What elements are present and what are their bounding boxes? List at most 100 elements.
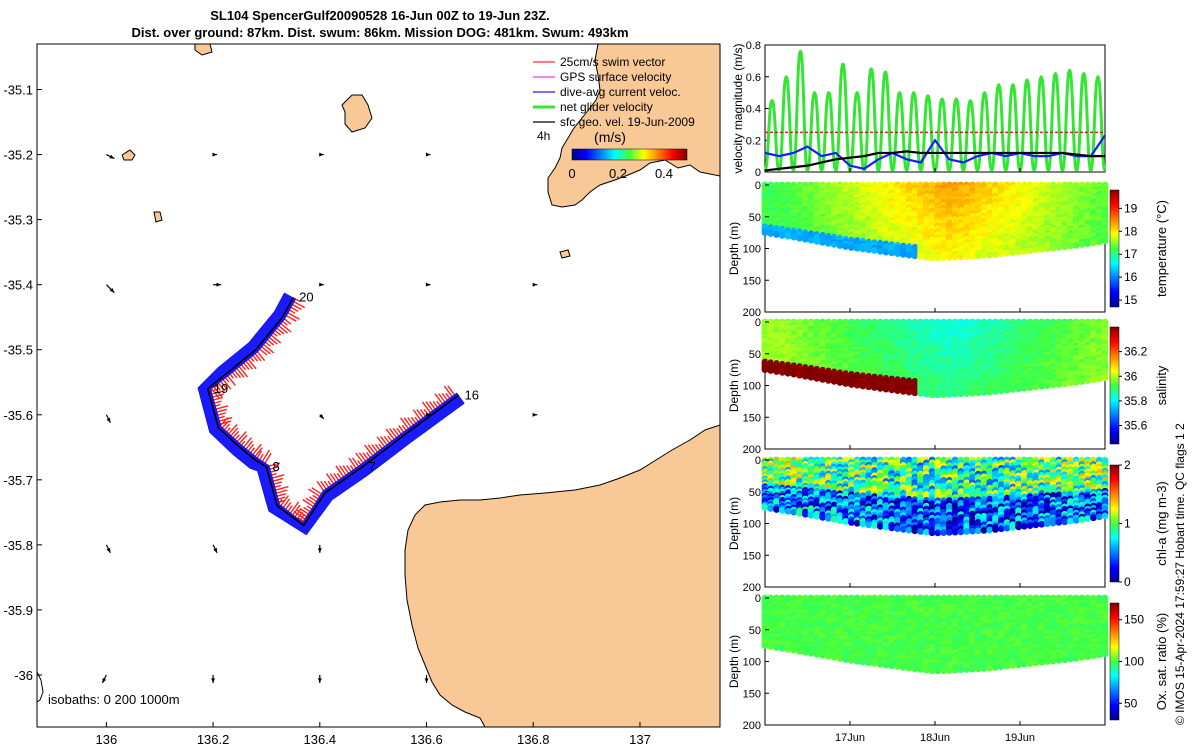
section-data-point	[1049, 244, 1057, 252]
geo-velocity-arrowhead	[106, 417, 111, 423]
section-data-point	[824, 514, 832, 522]
section-data-point	[1090, 376, 1097, 384]
section-data-point	[1072, 516, 1080, 524]
section-data-point	[1061, 518, 1069, 526]
geo-velocity-arrowhead	[317, 548, 322, 553]
section-data-point	[761, 366, 769, 374]
geo-velocity-arrowhead	[213, 547, 218, 553]
section-data-point	[997, 387, 1005, 395]
colorbar-tick-label: 17	[1124, 247, 1138, 261]
section-data-point	[969, 252, 976, 260]
geo-velocity-arrowhead	[319, 152, 324, 157]
map-y-ticks: -35.1-35.2-35.3-35.4-35.5-35.6-35.7-35.8…	[3, 83, 42, 683]
section-data-point	[882, 523, 890, 531]
section-data-point	[836, 242, 844, 249]
section-data-point	[1067, 379, 1074, 387]
section-data-point	[848, 244, 855, 251]
map-y-tick-label: -36	[14, 668, 33, 683]
chart-title-line1: SL104 SpencerGulf20090528 16-Jun 00Z to …	[210, 8, 550, 23]
section-data-point	[796, 371, 803, 379]
section-data-point	[899, 250, 907, 258]
section-data-point	[813, 512, 821, 520]
swim-vector	[293, 510, 308, 521]
legend-label: 25cm/s swim vector	[560, 55, 665, 69]
section-data-point	[1055, 380, 1063, 388]
section-data-point	[807, 511, 815, 519]
section-data-point	[917, 253, 924, 260]
velocity-y-tick-label: 0.2	[746, 135, 761, 147]
section-data-point	[1055, 518, 1063, 526]
section-data-point	[888, 386, 896, 394]
section-data-point	[761, 504, 769, 512]
legend-label: dive-avg current veloc.	[560, 85, 681, 99]
section-data-point	[980, 526, 988, 534]
velocity-y-tick-label: 0.4	[746, 104, 761, 116]
section-data-point	[969, 527, 976, 535]
section-data-point	[1049, 519, 1057, 527]
section-data-point	[1020, 384, 1028, 392]
section-data-point	[842, 243, 850, 250]
section-data-point	[992, 251, 999, 258]
section-data-point	[1003, 249, 1011, 257]
section-data-point	[888, 524, 896, 532]
colorbar-ticks: 0 0.2 0.4	[568, 166, 673, 181]
section-data-point	[963, 253, 971, 260]
swim-vector	[288, 501, 300, 516]
section-data-point	[801, 372, 809, 380]
geo-velocity-arrowhead	[425, 152, 431, 157]
colorbar-tick-label: 0	[568, 166, 575, 181]
section-data-point	[1095, 238, 1103, 246]
section-data-point	[992, 388, 999, 395]
section-y-tick-label: 150	[743, 275, 761, 287]
section-y-tick-label: 50	[749, 212, 761, 224]
section-data-point	[969, 389, 976, 397]
map-axes-box	[36, 43, 721, 728]
section-data-point	[986, 251, 994, 259]
section-data-point	[928, 254, 936, 262]
section-data-point	[819, 513, 827, 521]
track-day-label: 19	[214, 381, 228, 396]
section-colorbar-label: temperature (°C)	[1154, 200, 1169, 297]
section-data-point	[1078, 241, 1086, 248]
colorbar-tick-label: 0.4	[655, 166, 673, 181]
geo-velocity-arrowhead	[532, 282, 538, 287]
section-data-point	[807, 236, 815, 244]
section-data-point	[980, 251, 988, 259]
map-x-ticks: 136 136.2 136.4 136.6 136.8 137	[96, 722, 651, 747]
section-data-point	[986, 526, 994, 534]
section-data-point	[836, 379, 844, 386]
section-data-point	[801, 235, 809, 243]
section-data-point	[905, 251, 913, 259]
section-data-point	[1072, 241, 1080, 249]
section-data-point	[1090, 239, 1097, 247]
glider-track-line	[206, 297, 460, 527]
section-data-point	[859, 382, 867, 390]
section-data-point	[767, 505, 775, 512]
section-data-point	[830, 240, 838, 248]
land-island-wedge	[341, 94, 373, 133]
series-dive-avg-current	[764, 134, 1106, 171]
section-data-point	[871, 247, 878, 254]
section-data-point	[1026, 384, 1034, 391]
section-data-point	[1003, 386, 1011, 394]
map-y-tick-label: -35.8	[3, 538, 33, 553]
map-x-tick-label: 136.4	[304, 732, 337, 747]
map-x-tick-label: 136.8	[517, 732, 550, 747]
geo-velocity-vectors-layer	[101, 152, 538, 684]
land-yorke-peninsula	[547, 44, 720, 208]
section-ylabel: Depth (m)	[727, 359, 741, 412]
map-y-tick-label: -35.7	[3, 473, 33, 488]
colorbar-title: (m/s)	[594, 129, 626, 145]
section-data-point	[848, 519, 855, 526]
section-data-point	[801, 510, 809, 518]
section-data-point	[997, 525, 1005, 533]
geo-velocity-arrowhead	[211, 678, 216, 683]
track-day-label: 8	[272, 459, 279, 474]
section-data-point	[1032, 383, 1040, 391]
section-colorbar	[1109, 326, 1120, 445]
section-data-point	[865, 383, 873, 391]
